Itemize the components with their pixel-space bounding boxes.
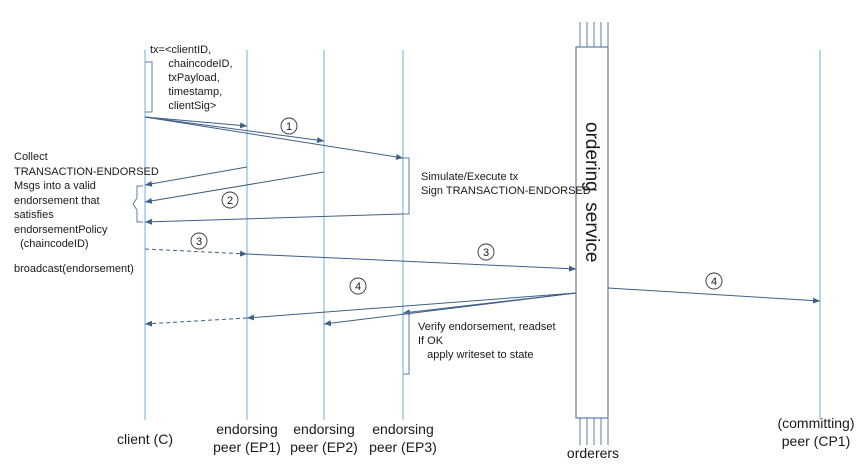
svg-text:4: 4 [355, 281, 361, 293]
tx-bracket [145, 61, 153, 113]
deliver-cp1 [607, 287, 821, 304]
ordering-service-label: ordering service [581, 122, 602, 262]
svg-text:3: 3 [196, 236, 202, 248]
participant-cp1: (committing) peer (CP1) [777, 415, 855, 449]
response-arrows [144, 166, 404, 225]
step-marker-3b: 3 [477, 243, 495, 261]
step-marker-2: 2 [221, 191, 239, 209]
participant-ep1: endorsing peer (EP1) [213, 421, 281, 455]
step-marker-4b: 4 [705, 272, 723, 290]
svg-text:3: 3 [483, 247, 489, 259]
deliver-client-dashed [144, 317, 248, 327]
request-arrows [144, 116, 404, 160]
broadcast-arrow [246, 253, 577, 272]
collect-note: Collect TRANSACTION-ENDORSED Msgs into a… [14, 151, 159, 250]
svg-text:4: 4 [711, 276, 717, 288]
participant-orderers: orderers [566, 445, 620, 461]
participant-ep2: endorsing peer (EP2) [290, 421, 358, 455]
step-marker-4a: 4 [349, 277, 367, 295]
simulate-bracket [403, 157, 410, 215]
verify-bracket [403, 312, 410, 375]
verify-note: Verify endorsement, readset If OK apply … [418, 321, 556, 361]
broadcast-label: broadcast(endorsement) [14, 263, 134, 275]
collect-bracket [132, 185, 143, 223]
participant-ep3: endorsing peer (EP3) [369, 421, 437, 455]
ordering-service-box [575, 46, 609, 419]
svg-text:1: 1 [286, 121, 292, 133]
tx-definition: tx=<clientID, chaincodeID, txPayload, ti… [150, 44, 233, 112]
simulate-note: Simulate/Execute tx Sign TRANSACTION-END… [421, 171, 591, 197]
step-marker-1: 1 [280, 117, 298, 135]
step-marker-3a: 3 [190, 232, 208, 250]
deliver-arrows [246, 292, 577, 327]
broadcast-dashed [144, 248, 248, 257]
svg-text:2: 2 [227, 195, 233, 207]
participant-client: client (C) [116, 431, 173, 447]
